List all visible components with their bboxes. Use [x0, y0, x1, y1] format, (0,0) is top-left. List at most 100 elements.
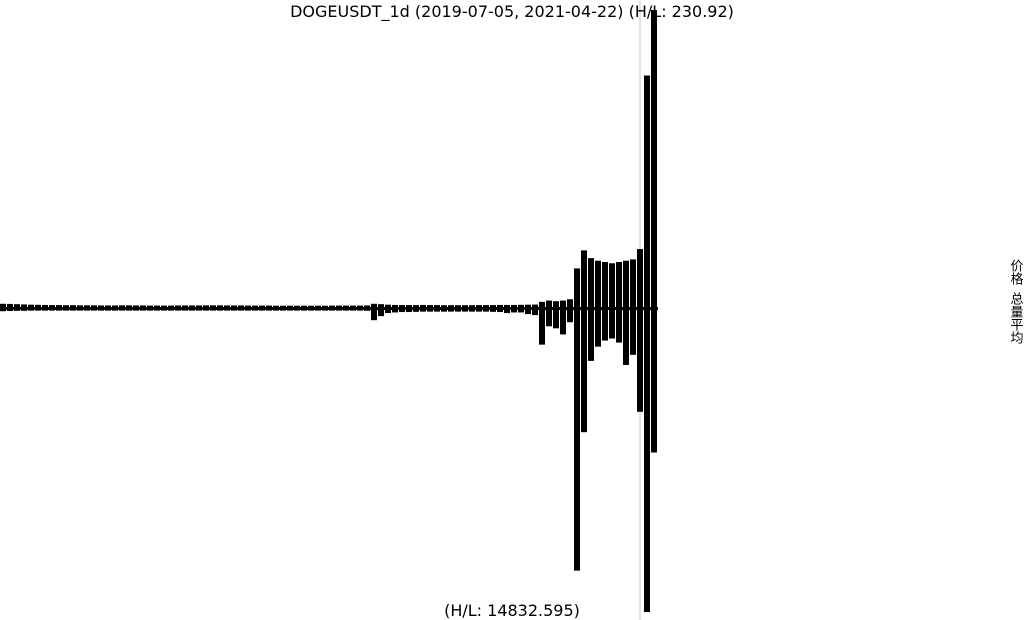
- price-bar: [238, 305, 244, 307]
- volume-bar: [406, 310, 412, 313]
- volume-bar: [434, 310, 440, 312]
- price-bar: [406, 305, 412, 307]
- price-bar: [329, 305, 335, 307]
- volume-bar: [399, 310, 405, 313]
- volume-bar: [49, 310, 55, 311]
- price-bar: [210, 305, 216, 307]
- volume-bar: [224, 310, 230, 311]
- price-bar: [476, 305, 482, 307]
- price-bar: [574, 268, 580, 307]
- price-bar: [420, 304, 426, 307]
- volume-bar: [623, 310, 629, 365]
- panel-divider: [0, 307, 658, 310]
- volume-bar: [175, 310, 181, 311]
- volume-bar: [273, 310, 279, 311]
- price-bar: [14, 304, 20, 307]
- price-bar: [63, 305, 69, 307]
- price-bar: [70, 305, 76, 307]
- volume-bar: [56, 310, 62, 311]
- price-bar: [203, 305, 209, 307]
- volume-bar: [203, 310, 209, 311]
- price-bar: [518, 304, 524, 307]
- price-bar: [42, 304, 48, 307]
- volume-bar: [448, 310, 454, 312]
- price-bar: [56, 305, 62, 307]
- price-bar: [511, 304, 517, 307]
- volume-bar: [294, 310, 300, 311]
- price-bar: [546, 300, 552, 307]
- price-bar: [434, 305, 440, 307]
- price-bar: [637, 249, 643, 307]
- volume-bar: [35, 310, 41, 311]
- volume-bar: [126, 310, 132, 311]
- price-bar: [497, 304, 503, 307]
- price-bar: [28, 304, 34, 307]
- volume-bar: [196, 310, 202, 311]
- volume-bar: [77, 310, 83, 311]
- volume-bar: [217, 310, 223, 311]
- price-bar: [168, 305, 174, 307]
- price-bar: [245, 305, 251, 307]
- price-bar: [322, 305, 328, 307]
- volume-bar: [371, 310, 377, 321]
- price-bar: [259, 305, 265, 307]
- price-bar: [280, 305, 286, 307]
- volume-bar: [91, 310, 97, 311]
- volume-bar: [301, 310, 307, 311]
- volume-bar: [84, 310, 90, 311]
- volume-bar: [7, 310, 13, 312]
- price-bar: [616, 261, 622, 307]
- volume-bar: [0, 310, 6, 312]
- price-bar: [35, 304, 41, 307]
- volume-bar: [252, 310, 258, 311]
- price-bar: [595, 260, 601, 307]
- volume-bar: [322, 310, 328, 311]
- volume-bar: [119, 310, 125, 311]
- price-bar: [371, 303, 377, 307]
- price-bar: [175, 305, 181, 307]
- volume-bar: [532, 310, 538, 316]
- price-bar: [0, 303, 6, 307]
- price-bar: [147, 305, 153, 307]
- volume-bar: [469, 310, 475, 312]
- price-bar: [644, 75, 650, 308]
- volume-bar: [350, 310, 356, 311]
- price-bar: [504, 304, 510, 307]
- price-bar: [490, 305, 496, 307]
- volume-bar: [609, 310, 615, 339]
- price-bar: [343, 305, 349, 307]
- volume-bar: [280, 310, 286, 311]
- volume-bar: [441, 310, 447, 312]
- price-bar: [609, 263, 615, 307]
- volume-bar: [28, 310, 34, 311]
- price-bar: [581, 250, 587, 307]
- price-bar: [182, 305, 188, 307]
- price-bar: [126, 305, 132, 307]
- volume-bar: [315, 310, 321, 311]
- price-bar: [553, 301, 559, 307]
- volume-bar: [168, 310, 174, 311]
- price-bar: [189, 305, 195, 307]
- price-bar: [427, 305, 433, 307]
- volume-bar: [392, 310, 398, 313]
- volume-bar: [112, 310, 118, 311]
- volume-bar: [357, 310, 363, 311]
- volume-bar: [462, 310, 468, 312]
- price-bar: [630, 259, 636, 307]
- volume-bar: [140, 310, 146, 311]
- volume-bar: [497, 310, 503, 313]
- side-label: 价格: [1008, 259, 1024, 285]
- volume-bar: [476, 310, 482, 312]
- price-bar: [231, 305, 237, 307]
- price-bar: [560, 300, 566, 307]
- volume-bar: [238, 310, 244, 311]
- volume-bar: [329, 310, 335, 311]
- volume-label: (H/L: 14832.595): [444, 601, 580, 620]
- price-bar: [539, 301, 545, 307]
- volume-bar: [644, 310, 650, 612]
- volume-bar: [70, 310, 76, 311]
- price-bar: [602, 261, 608, 307]
- price-bar: [154, 305, 160, 307]
- volume-bar: [182, 310, 188, 311]
